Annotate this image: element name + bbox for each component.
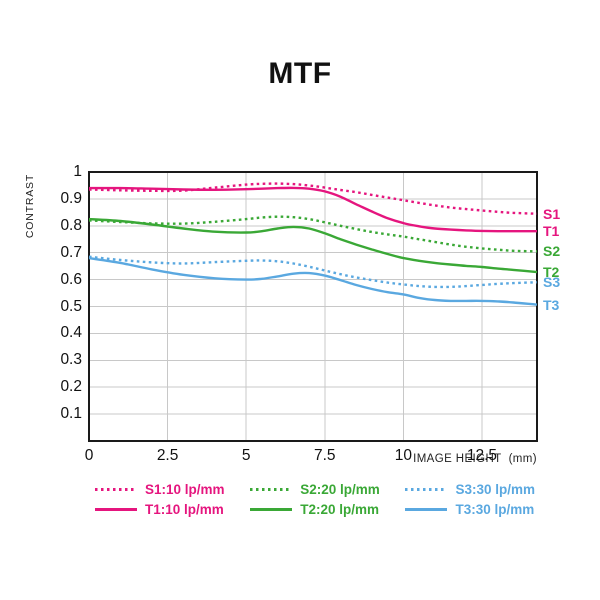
x-tick-label: 12.5 — [466, 447, 498, 464]
legend-item-S1: S1:10 lp/mm — [95, 482, 225, 497]
page-title: MTF — [268, 57, 332, 90]
legend-label-T1: T1:10 lp/mm — [145, 502, 224, 517]
legend-label-T2: T2:20 lp/mm — [300, 502, 380, 517]
y-tick-label: 0.2 — [60, 378, 82, 396]
series-S3-curve — [88, 255, 538, 289]
y-tick-label: 0.3 — [60, 351, 82, 369]
series-S3-label: S3 — [543, 274, 561, 291]
legend-label-S2: S2:20 lp/mm — [300, 482, 380, 497]
legend-swatch-solid-line — [95, 508, 137, 511]
legend-swatch-dotted-line — [250, 488, 293, 491]
plot-border — [88, 171, 538, 442]
y-tick-label: 0.6 — [60, 270, 82, 288]
x-tick-label: 2.5 — [156, 447, 179, 464]
legend-swatch-solid-line — [250, 508, 293, 511]
legend-swatch-dotted-line — [405, 488, 448, 491]
y-tick-label: 0.9 — [60, 189, 82, 207]
legend-item-T1: T1:10 lp/mm — [95, 502, 225, 517]
series-T1-label: T1 — [543, 223, 560, 240]
chart-legend: S1:10 lp/mm T1:10 lp/mm S2:20 lp/mm T2:20 l… — [95, 482, 535, 517]
x-tick-label: 7.5 — [314, 447, 336, 464]
series-T1-curve — [89, 186, 537, 233]
legend-label-S3: S3:30 lp/mm — [455, 482, 535, 497]
legend-item-T3: T3:30 lp/mm — [405, 502, 535, 517]
y-tick-label: 0.7 — [60, 243, 82, 261]
series-S2-curve — [88, 215, 538, 253]
series-S2-label: S2 — [543, 243, 561, 260]
x-tick-label: 5 — [241, 447, 251, 464]
y-tick-label: 0.1 — [60, 405, 82, 423]
legend-item-S3: S3:30 lp/mm — [405, 482, 535, 497]
x-tick-label: 10 — [394, 447, 412, 464]
legend-column: S3:30 lp/mm T3:30 lp/mm — [405, 482, 535, 517]
legend-column: S2:20 lp/mm T2:20 lp/mm — [250, 482, 380, 517]
legend-item-T2: T2:20 lp/mm — [250, 502, 380, 517]
legend-swatch-solid-line — [405, 508, 448, 511]
series-T3-label: T3 — [543, 296, 560, 313]
series-T3-curve — [88, 256, 538, 306]
series-S1-curve — [88, 182, 538, 215]
series-T2-curve — [88, 217, 538, 274]
y-tick-label: 0.8 — [60, 216, 82, 234]
legend-label-T3: T3:30 lp/mm — [455, 502, 535, 517]
legend-item-S2: S2:20 lp/mm — [250, 482, 380, 497]
y-tick-label: 0.5 — [60, 297, 82, 315]
series-T2-label: T2 — [543, 264, 560, 281]
series-S1-label: S1 — [543, 205, 561, 222]
y-tick-label: 0.4 — [60, 324, 82, 342]
x-axis-label: IMAGE HEIGHT (mm) — [413, 453, 537, 465]
legend-column: S1:10 lp/mm T1:10 lp/mm — [95, 482, 225, 517]
x-tick-label: 0 — [84, 447, 94, 464]
legend-label-S1: S1:10 lp/mm — [145, 482, 225, 497]
y-tick-label: 1 — [73, 163, 82, 180]
legend-swatch-dotted-line — [95, 488, 137, 491]
